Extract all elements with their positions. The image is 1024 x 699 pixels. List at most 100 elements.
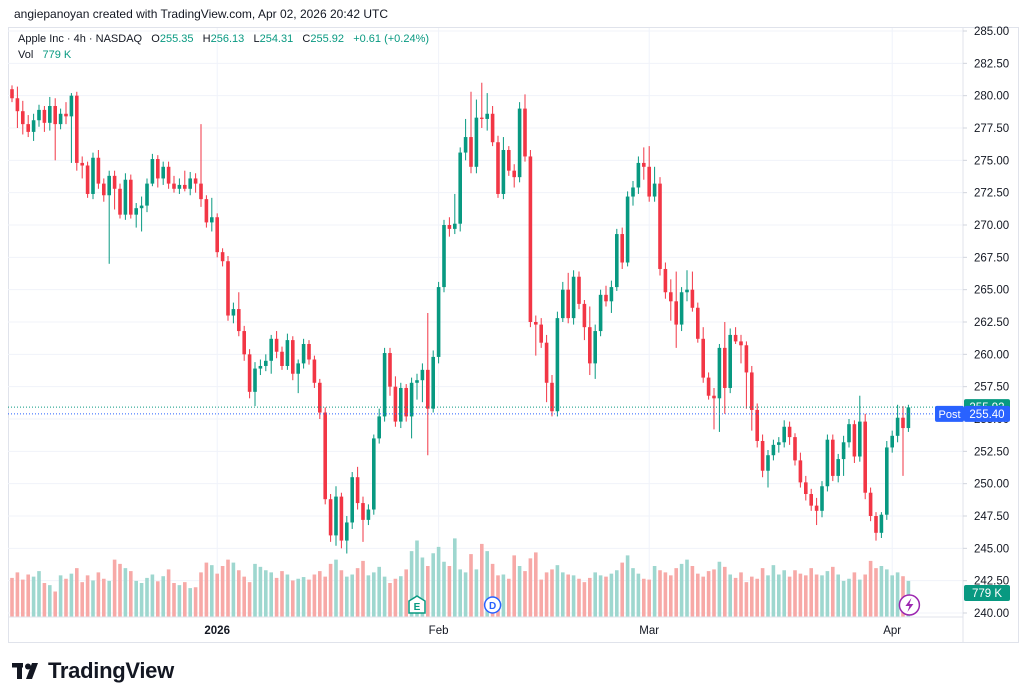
candle-body (102, 183, 106, 196)
price-axis-label: 260.00 (974, 349, 1009, 361)
volume-bar (145, 577, 149, 617)
legend-volume-key[interactable]: Vol (18, 49, 34, 61)
candle-body (436, 287, 441, 357)
volume-bar (307, 579, 311, 617)
candle-body (777, 442, 781, 445)
volume-bar (847, 578, 851, 617)
legend-low-value: 254.31 (259, 33, 294, 45)
candle-body (858, 421, 862, 457)
price-axis-label: 250.00 (974, 479, 1009, 491)
volume-bar (804, 575, 808, 617)
volume-bar (706, 571, 711, 617)
volume-bar (755, 578, 759, 617)
volume-bar (685, 559, 689, 618)
candle-body (566, 289, 570, 319)
candle-body (26, 124, 30, 132)
price-axis[interactable]: 285.00 282.50 280.00 277.50 275.00 272.50 270.… (962, 26, 1009, 642)
volume-bar (679, 563, 684, 618)
candle-body (247, 354, 252, 392)
volume-bar (463, 572, 468, 618)
volume-bar (717, 561, 722, 617)
volume-bar (469, 554, 473, 617)
volume-bar (166, 569, 171, 617)
candle-body (156, 159, 160, 179)
candle-body (523, 108, 527, 157)
price-axis-label: 245.00 (974, 543, 1009, 555)
volume-bar (544, 572, 549, 618)
volume-bar (48, 585, 52, 618)
candle-body (442, 225, 446, 288)
candle-body (528, 156, 533, 322)
candle-body (663, 268, 668, 293)
candle-body (366, 509, 371, 520)
post-price-tag-bg (964, 405, 1010, 422)
candle-body (701, 338, 705, 378)
candle-body (220, 252, 225, 262)
candle-body (318, 382, 322, 413)
volume-bar (350, 574, 354, 617)
candle-body (744, 345, 749, 373)
time-axis-label: Feb (429, 625, 449, 637)
candle-body (393, 386, 398, 422)
candle-body (237, 309, 241, 332)
volume-bar (193, 587, 198, 617)
volume-bar (323, 576, 327, 618)
post-price-tag-label-bg (935, 405, 964, 422)
volume-bar (204, 562, 209, 617)
candle-body (469, 137, 473, 167)
volume-bar (177, 585, 182, 618)
volume-bar (874, 568, 878, 618)
volume-bar (782, 570, 786, 617)
candle-body (183, 184, 187, 189)
dividend-marker-icon (483, 596, 502, 614)
candle-body (750, 372, 754, 410)
candle-body (820, 486, 824, 511)
candle-body (215, 217, 219, 253)
volume-bar (744, 582, 749, 617)
legend-close-value: 255.92 (310, 33, 345, 45)
volume-bar (496, 575, 500, 617)
volume-bar (231, 562, 236, 617)
volume-bar (199, 572, 203, 618)
time-axis[interactable]: 2026 Feb Mar Apr (8, 616, 963, 637)
price-axis-label: 285.00 (974, 26, 1009, 38)
candle-body (48, 106, 52, 123)
candle-body (647, 166, 651, 197)
candle-body (480, 117, 484, 119)
volume-bar (453, 538, 457, 618)
volume-bar (895, 572, 900, 618)
candle-body (188, 178, 192, 189)
post-price-tag-label: Post (938, 409, 960, 421)
candle-body (874, 516, 878, 533)
candle-body (766, 455, 770, 471)
candle-body (129, 179, 133, 215)
volume-tag-value: 779 K (972, 588, 1002, 600)
volume-bar (771, 565, 776, 617)
volume-bar (669, 575, 673, 617)
candle-body (58, 113, 63, 125)
volume-bar (712, 569, 716, 617)
volume-bar (879, 566, 884, 617)
candles (10, 82, 911, 554)
volume-bar (118, 563, 122, 618)
volume-bar (339, 570, 344, 617)
volume-bar (777, 574, 781, 617)
volume-bar (129, 571, 133, 617)
volume-bar (247, 582, 252, 617)
volume-bar (523, 571, 527, 617)
volume-bar (58, 575, 63, 617)
tradingview-logo[interactable]: TradingView (12, 658, 174, 683)
volume-bar (858, 579, 862, 617)
candle-body (145, 183, 149, 206)
candle-body (831, 439, 835, 476)
volume-bar (296, 578, 300, 617)
volume-bar (188, 588, 192, 617)
legend-symbol[interactable]: Apple Inc · 4h · NASDAQ (18, 33, 143, 45)
volume-bar (404, 569, 408, 617)
volume-bar (814, 574, 819, 617)
candle-body (75, 95, 79, 163)
volume-bar (690, 566, 695, 617)
candle-body (177, 184, 182, 189)
